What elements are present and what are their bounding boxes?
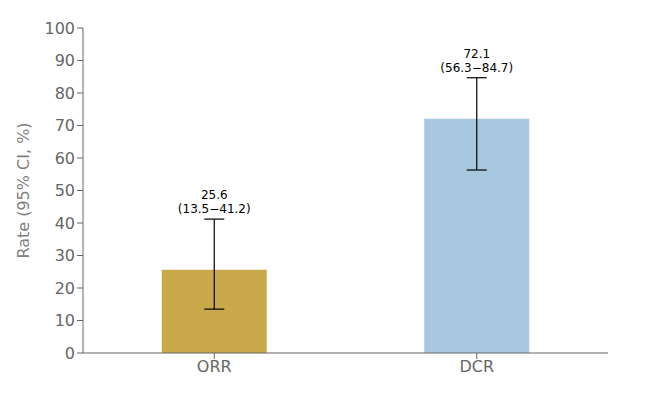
- svg-text:ORR: ORR: [197, 357, 232, 376]
- svg-text:72.1: 72.1: [463, 47, 490, 61]
- svg-text:10: 10: [55, 311, 75, 330]
- svg-text:DCR: DCR: [459, 357, 494, 376]
- svg-text:80: 80: [55, 84, 75, 103]
- svg-text:25.6: 25.6: [201, 188, 228, 202]
- svg-text:(13.5−41.2): (13.5−41.2): [178, 202, 251, 216]
- svg-text:90: 90: [55, 51, 75, 70]
- svg-text:0: 0: [65, 344, 75, 363]
- svg-text:70: 70: [55, 116, 75, 135]
- svg-text:30: 30: [55, 246, 75, 265]
- svg-text:(56.3−84.7): (56.3−84.7): [440, 61, 513, 75]
- svg-text:100: 100: [44, 19, 75, 38]
- svg-text:60: 60: [55, 149, 75, 168]
- svg-text:40: 40: [55, 214, 75, 233]
- svg-text:20: 20: [55, 279, 75, 298]
- svg-text:Rate (95% CI, %): Rate (95% CI, %): [14, 122, 33, 258]
- svg-text:50: 50: [55, 181, 75, 200]
